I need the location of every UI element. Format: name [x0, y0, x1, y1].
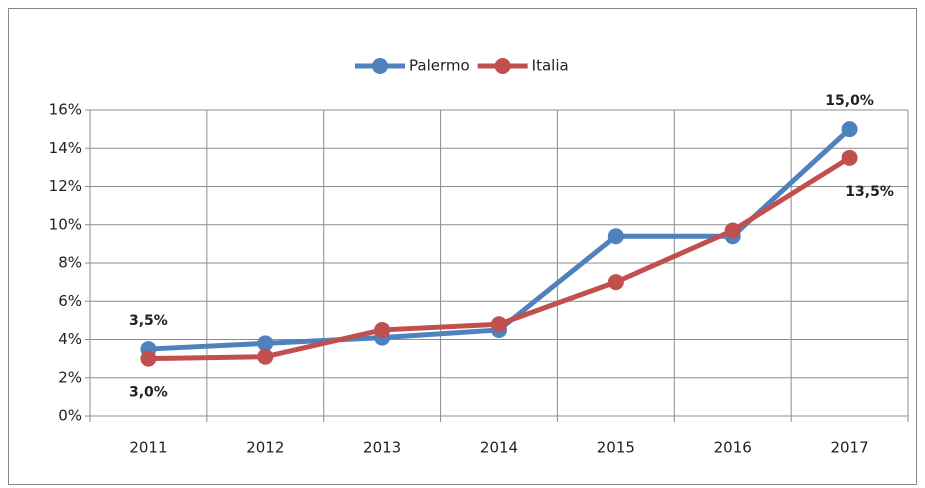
- y-tick-label: 10%: [49, 215, 82, 233]
- legend-label: Italia: [532, 57, 569, 75]
- point: [841, 149, 858, 166]
- y-tick-label: 12%: [49, 177, 82, 195]
- point: [607, 274, 624, 291]
- y-tick-label: 0%: [58, 407, 82, 425]
- x-tick-label: 2016: [714, 439, 752, 457]
- x-tick-label: 2014: [480, 439, 518, 457]
- chart-frame: [8, 8, 917, 485]
- point: [257, 348, 274, 365]
- x-tick-label: 2015: [597, 439, 635, 457]
- point: [374, 321, 391, 338]
- value-label: 3,0%: [129, 385, 168, 401]
- legend-marker: [372, 58, 388, 74]
- point: [607, 228, 624, 245]
- legend-label: Palermo: [409, 57, 470, 75]
- point: [491, 316, 507, 333]
- point: [257, 335, 274, 352]
- y-tick-label: 4%: [58, 330, 82, 348]
- y-tick-label: 2%: [58, 368, 82, 386]
- legend-marker: [494, 58, 511, 74]
- point: [724, 222, 741, 239]
- y-tick-label: 8%: [58, 254, 82, 272]
- point: [140, 350, 157, 367]
- value-label: 3,5%: [129, 313, 168, 329]
- value-label: 13,5%: [845, 184, 894, 200]
- value-label: 15,0%: [825, 93, 874, 109]
- y-tick-label: 16%: [49, 101, 82, 119]
- x-tick-label: 2012: [246, 439, 284, 457]
- x-tick-label: 2011: [129, 439, 167, 457]
- y-tick-label: 14%: [49, 139, 82, 157]
- x-tick-label: 2017: [830, 439, 868, 457]
- y-tick-label: 6%: [58, 292, 82, 310]
- point: [841, 121, 858, 138]
- x-tick-label: 2013: [363, 439, 401, 457]
